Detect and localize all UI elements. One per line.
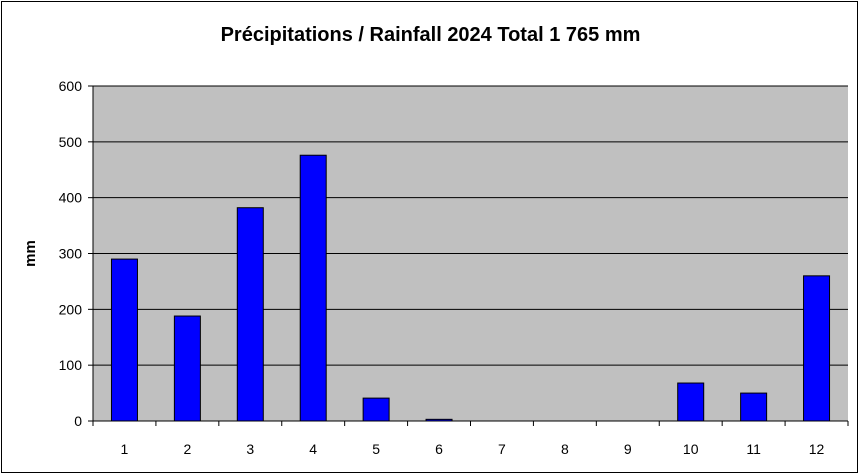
x-tick-label: 6: [435, 441, 443, 457]
x-tick-label: 4: [309, 441, 317, 457]
bar-month-2: [173, 315, 201, 422]
chart-title: Précipitations / Rainfall 2024 Total 1 7…: [220, 24, 641, 46]
x-axis-ticks: 1 2 3 4 5 6 7 8 9 10 11 12: [92, 421, 849, 457]
y-tick-label: 500: [59, 134, 83, 150]
x-tick-label: 7: [498, 441, 506, 457]
x-tick-label: 11: [746, 441, 761, 457]
y-tick-label: 200: [59, 301, 83, 317]
bar-month-10: [677, 382, 705, 422]
bar-month-1: [110, 258, 138, 422]
bar-month-11: [740, 392, 768, 422]
bar-month-3: [236, 207, 264, 422]
y-tick-label: 0: [74, 413, 82, 429]
bar-month-5: [362, 397, 390, 422]
x-tick-label: 10: [683, 441, 699, 457]
x-tick-label: 12: [809, 441, 825, 457]
bar-month-12: [803, 275, 831, 422]
y-axis-title: mm: [22, 240, 39, 267]
y-axis-ticks: 0 100 200 300 400 500 600: [59, 78, 93, 429]
y-tick-label: 100: [59, 357, 83, 373]
gridlines: [93, 85, 848, 366]
x-tick-label: 2: [183, 441, 191, 457]
x-tick-label: 5: [372, 441, 380, 457]
x-tick-label: 8: [561, 441, 569, 457]
bar-month-4: [299, 154, 327, 422]
x-tick-label: 9: [624, 441, 632, 457]
bars: [110, 154, 831, 422]
y-tick-label: 400: [59, 190, 83, 206]
x-tick-label: 1: [121, 441, 129, 457]
y-tick-label: 600: [59, 78, 83, 94]
x-tick-label: 3: [246, 441, 254, 457]
y-tick-label: 300: [59, 246, 83, 262]
